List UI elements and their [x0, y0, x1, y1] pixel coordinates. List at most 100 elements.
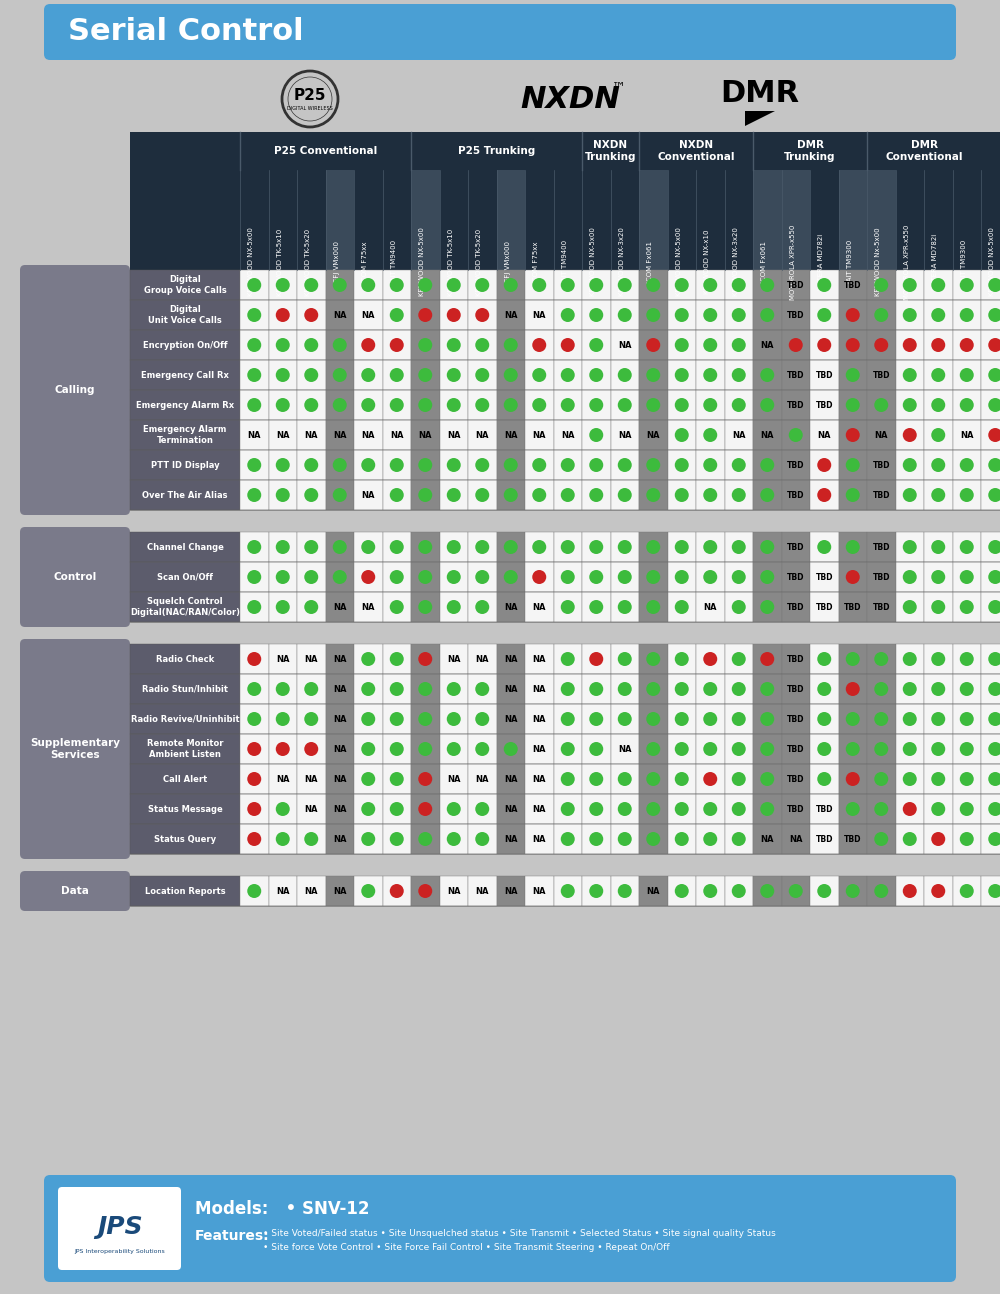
- Text: NA: NA: [874, 431, 888, 440]
- Bar: [130, 734, 240, 763]
- Circle shape: [276, 488, 290, 502]
- Circle shape: [418, 308, 432, 322]
- Circle shape: [988, 458, 1000, 472]
- Text: TBD: TBD: [787, 714, 804, 723]
- Circle shape: [304, 741, 318, 756]
- Circle shape: [988, 773, 1000, 785]
- Bar: [382, 300, 411, 330]
- Bar: [440, 734, 468, 763]
- Bar: [610, 591, 639, 622]
- Text: NA: NA: [447, 775, 460, 783]
- Bar: [810, 270, 838, 300]
- Circle shape: [703, 741, 717, 756]
- Bar: [810, 480, 838, 510]
- Circle shape: [589, 600, 603, 613]
- Circle shape: [447, 832, 461, 846]
- Circle shape: [874, 741, 888, 756]
- Bar: [896, 876, 924, 906]
- Bar: [696, 734, 724, 763]
- Circle shape: [874, 682, 888, 696]
- Circle shape: [960, 802, 974, 817]
- Circle shape: [846, 458, 860, 472]
- Circle shape: [760, 600, 774, 613]
- Bar: [952, 480, 981, 510]
- Bar: [610, 389, 639, 421]
- Circle shape: [247, 367, 261, 382]
- Circle shape: [532, 540, 546, 554]
- Bar: [782, 591, 810, 622]
- Bar: [582, 674, 610, 704]
- Text: NA: NA: [561, 431, 574, 440]
- Bar: [668, 532, 696, 562]
- Bar: [525, 763, 554, 795]
- Bar: [382, 876, 411, 906]
- Circle shape: [361, 652, 375, 666]
- Bar: [382, 532, 411, 562]
- Circle shape: [618, 600, 632, 613]
- Bar: [326, 644, 354, 674]
- Circle shape: [846, 682, 860, 696]
- Circle shape: [789, 338, 803, 352]
- Bar: [753, 360, 782, 389]
- Text: NA: NA: [532, 714, 546, 723]
- Circle shape: [931, 367, 945, 382]
- Circle shape: [817, 773, 831, 785]
- Bar: [724, 795, 753, 824]
- Circle shape: [903, 652, 917, 666]
- Text: NA: NA: [276, 886, 290, 895]
- Circle shape: [817, 741, 831, 756]
- Text: NXDN
Conventional: NXDN Conventional: [657, 140, 735, 162]
- Bar: [130, 270, 240, 300]
- FancyBboxPatch shape: [44, 1175, 956, 1282]
- Circle shape: [589, 488, 603, 502]
- Bar: [782, 421, 810, 450]
- Bar: [610, 421, 639, 450]
- Circle shape: [304, 569, 318, 584]
- Bar: [810, 591, 838, 622]
- Bar: [382, 562, 411, 591]
- Bar: [753, 421, 782, 450]
- Bar: [268, 562, 297, 591]
- Text: NA: NA: [618, 744, 632, 753]
- Bar: [240, 389, 268, 421]
- Circle shape: [760, 652, 774, 666]
- Text: TBD: TBD: [787, 775, 804, 783]
- Bar: [924, 644, 952, 674]
- Bar: [326, 591, 354, 622]
- Circle shape: [760, 741, 774, 756]
- Text: TAIT TM9300: TAIT TM9300: [961, 239, 967, 285]
- Circle shape: [931, 600, 945, 613]
- Circle shape: [874, 712, 888, 726]
- Text: NA: NA: [532, 835, 546, 844]
- Bar: [952, 450, 981, 480]
- Text: NA: NA: [276, 655, 290, 664]
- Circle shape: [504, 488, 518, 502]
- Bar: [554, 270, 582, 300]
- Text: NA: NA: [504, 835, 518, 844]
- Circle shape: [447, 308, 461, 322]
- Circle shape: [561, 338, 575, 352]
- Bar: [639, 562, 668, 591]
- Bar: [354, 734, 382, 763]
- Bar: [867, 763, 896, 795]
- Circle shape: [646, 540, 660, 554]
- Circle shape: [646, 338, 660, 352]
- Circle shape: [960, 682, 974, 696]
- Bar: [354, 450, 382, 480]
- Circle shape: [304, 540, 318, 554]
- Text: Encryption On/Off: Encryption On/Off: [143, 340, 227, 349]
- Bar: [696, 562, 724, 591]
- Circle shape: [760, 367, 774, 382]
- Bar: [525, 734, 554, 763]
- Bar: [411, 330, 440, 360]
- Circle shape: [846, 367, 860, 382]
- Circle shape: [589, 278, 603, 292]
- Text: TBD: TBD: [816, 370, 833, 379]
- Circle shape: [988, 308, 1000, 322]
- Circle shape: [418, 278, 432, 292]
- Circle shape: [846, 569, 860, 584]
- Circle shape: [475, 399, 489, 411]
- Bar: [382, 270, 411, 300]
- Bar: [382, 824, 411, 854]
- Circle shape: [817, 308, 831, 322]
